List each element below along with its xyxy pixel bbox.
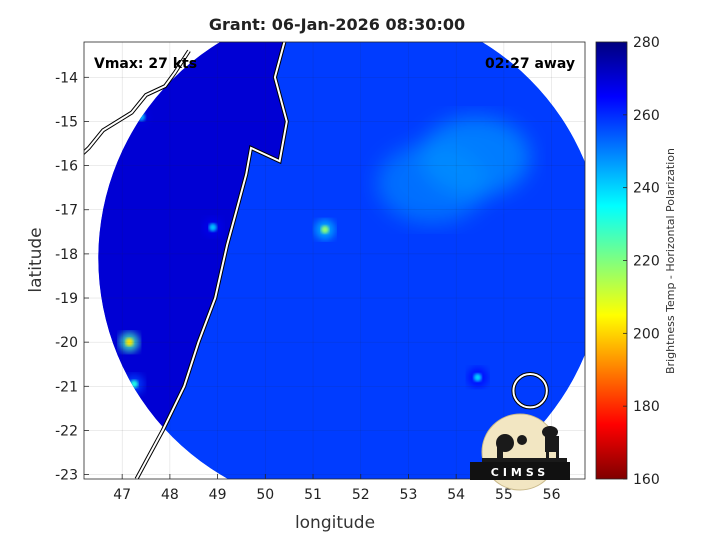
- x-tick-label: 52: [352, 487, 370, 503]
- hot-spot: [202, 217, 223, 238]
- colorbar-tick-label: 200: [633, 326, 660, 342]
- warm-regions: [377, 116, 531, 224]
- x-tick-label: 55: [495, 487, 513, 503]
- vmax-annotation: Vmax: 27 kts: [94, 56, 197, 72]
- y-tick-label: -17: [55, 203, 78, 219]
- hot-spot: [314, 219, 335, 240]
- y-tick-label: -15: [55, 114, 78, 130]
- colorbar-tick-label: 260: [633, 108, 660, 124]
- x-tick-label: 49: [209, 487, 227, 503]
- y-tick-label: -19: [55, 291, 78, 307]
- warm-region: [420, 116, 531, 197]
- time-away-annotation: 02:27 away: [485, 56, 575, 72]
- colorbar-tick-label: 160: [633, 472, 660, 488]
- x-axis-ticks: 47 48 49 50 51 52 53 54 55 56: [113, 474, 561, 503]
- chart-title: Grant: 06-Jan-2026 08:30:00: [209, 15, 465, 34]
- x-tick-label: 53: [400, 487, 418, 503]
- colorbar-ticks: 160 180 200 220 240 260 280: [623, 35, 660, 488]
- hot-spot-core: [125, 338, 134, 347]
- x-tick-label: 54: [447, 487, 465, 503]
- y-axis-ticks: -14 -15 -16 -17 -18 -19 -20 -21 -22 -23: [55, 70, 89, 484]
- colorbar-tick-label: 240: [633, 181, 660, 197]
- plot-frame: [83, 41, 586, 480]
- coastlines: [84, 42, 549, 479]
- y-axis-label: latitude: [26, 227, 46, 292]
- reunion-island: [512, 373, 548, 409]
- cimss-logo-text: CIMSS: [491, 466, 549, 479]
- x-tick-label: 48: [161, 487, 179, 503]
- hot-spot-core: [320, 225, 329, 234]
- colorbar-label: Brightness Temp - Horizontal Polarizatio…: [664, 148, 677, 374]
- colorbar-tick-label: 220: [633, 254, 660, 270]
- y-tick-label: -23: [55, 468, 78, 484]
- madagascar-west-coastline: [84, 50, 190, 154]
- hot-spot: [119, 332, 140, 353]
- madagascar-east-coastline: [135, 42, 288, 479]
- y-tick-label: -20: [55, 335, 78, 351]
- colorbar-tick-label: 180: [633, 399, 660, 415]
- y-tick-label: -16: [55, 159, 78, 175]
- y-tick-label: -21: [55, 379, 78, 395]
- y-tick-label: -22: [55, 423, 78, 439]
- x-tick-label: 51: [304, 487, 322, 503]
- colorbar-tick-label: 280: [633, 35, 660, 51]
- grid-lines: [84, 42, 585, 479]
- x-tick-label: 50: [256, 487, 274, 503]
- y-tick-label: -14: [55, 70, 78, 86]
- x-axis-label: longitude: [295, 513, 375, 533]
- x-tick-label: 56: [543, 487, 561, 503]
- hot-spot-core: [473, 373, 482, 382]
- hot-spot: [467, 367, 488, 388]
- hot-spot-core: [208, 223, 217, 232]
- cimss-logo: CIMSS: [470, 413, 570, 491]
- colorbar: [595, 41, 628, 480]
- y-tick-label: -18: [55, 247, 78, 263]
- x-tick-label: 47: [113, 487, 131, 503]
